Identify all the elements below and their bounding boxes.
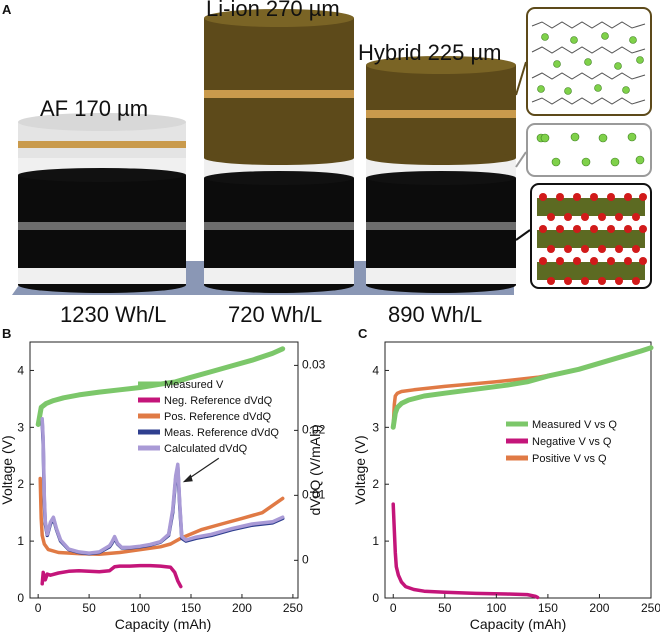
panel-a-letter: A (2, 2, 12, 17)
panel-b-legend-label: Pos. Reference dVdQ (164, 411, 271, 423)
panel-b-legend-label: Neg. Reference dVdQ (164, 395, 273, 407)
panel-b-annotation-arrow-head (182, 474, 193, 483)
panel-b-y2label: dVdQ (V/mAh) (307, 424, 323, 515)
panel-c-xtick-label: 0 (390, 601, 397, 615)
panel-c-legend-label: Negative V vs Q (532, 436, 612, 448)
panel-b-xtick-label: 250 (283, 601, 303, 615)
panel-b-series-meas-reference-dvdq (40, 419, 285, 556)
stack-af: AF 170 µm (18, 96, 186, 293)
energy-label-hybrid: 890 Wh/L (388, 302, 482, 327)
panel-b-xtick-label: 50 (82, 601, 96, 615)
panel-b-ytick-label: 0 (17, 591, 24, 605)
panel-c-letter: C (358, 326, 368, 341)
panel-b-legend-label: Calculated dVdQ (164, 443, 248, 455)
panel-a-battery-illustration: A AF 170 µm Li-io (2, 0, 652, 327)
panel-c-xlabel: Capacity (mAh) (470, 616, 566, 632)
stack-label-li-ion: Li-ion 270 µm (206, 0, 340, 21)
panel-c-xtick-label: 250 (641, 601, 660, 615)
energy-label-li-ion: 720 Wh/L (228, 302, 322, 327)
panel-c-ytick-label: 2 (372, 477, 379, 491)
panel-b-ylabel: Voltage (V) (0, 435, 15, 504)
panel-b-series-calculated-dvdq (40, 417, 285, 555)
panel-b-legend-label: Meas. Reference dVdQ (164, 427, 279, 439)
panel-b-xtick-label: 0 (35, 601, 42, 615)
panel-b-xtick-label: 100 (130, 601, 150, 615)
panel-c-ytick-label: 3 (372, 420, 379, 434)
panel-c-xtick-label: 150 (538, 601, 558, 615)
detail-box-cathode (530, 183, 652, 289)
connector-li-layer (515, 151, 527, 168)
detail-box-li-layer (526, 123, 652, 177)
panel-c-legend: Measured V vs Q Negative V vs Q Positive V… (506, 419, 617, 465)
panel-b-xlabel: Capacity (mAh) (115, 616, 211, 632)
stack-hybrid: Hybrid 225 µm (358, 40, 516, 293)
panel-c-legend-label: Measured V vs Q (532, 419, 617, 431)
panel-b-y2tick-label: 0.03 (302, 357, 326, 371)
panel-c-chart: C 0 50 100 150 200 250 0 1 2 3 4 Measured V vs Q Ne… (352, 326, 660, 632)
panel-b-plot-frame (29, 341, 299, 599)
panel-b-series-pos-reference-dvdq (38, 476, 285, 556)
panel-c-series-measured-v-vs-q (390, 345, 654, 430)
detail-box-host (526, 7, 652, 116)
panel-b-legend: Measured V Neg. Reference dVdQ Pos. Refere… (138, 379, 279, 455)
panel-b-y2tick-label: 0 (302, 552, 309, 566)
panel-b-y2tick-label: 0.02 (302, 422, 326, 436)
panel-b-ytick-label: 1 (17, 534, 24, 548)
panel-b-y2tick-label: 0.01 (302, 487, 326, 501)
panel-c-xtick-label: 50 (438, 601, 452, 615)
panel-c-series-negative-v-vs-q (391, 502, 540, 600)
stack-label-af: AF 170 µm (40, 96, 148, 121)
panel-b-xtick-label: 150 (181, 601, 201, 615)
panel-b-series-measured-v (35, 346, 286, 427)
panel-b-ytick-label: 3 (17, 420, 24, 434)
panel-b-ytick-label: 4 (17, 363, 24, 377)
panel-b-xtick-label: 200 (232, 601, 252, 615)
panel-c-ylabel: Voltage (V) (352, 435, 368, 504)
panel-b-ytick-label: 2 (17, 477, 24, 491)
panel-c-xtick-label: 200 (589, 601, 609, 615)
panel-b-series-neg-reference-dvdq (40, 563, 183, 589)
panel-c-ytick-label: 1 (372, 534, 379, 548)
panel-b-chart: B 0 50 100 150 200 250 0 1 2 3 4 0 0.01 0.02 0.03 Meas… (0, 326, 326, 632)
panel-b-letter: B (2, 326, 11, 341)
energy-label-af: 1230 Wh/L (60, 302, 166, 327)
panel-c-ytick-label: 4 (372, 363, 379, 377)
connector-electrolyte (515, 61, 527, 96)
panel-c-ytick-label: 0 (372, 591, 379, 605)
panel-c-xtick-label: 100 (486, 601, 506, 615)
panel-b-legend-label: Measured V (164, 379, 224, 391)
connector-cathode (515, 229, 531, 241)
stack-li-ion: Li-ion 270 µm (204, 0, 354, 293)
panel-c-plot-frame (384, 341, 652, 599)
stack-label-hybrid: Hybrid 225 µm (358, 40, 502, 65)
panel-c-legend-label: Positive V vs Q (532, 453, 607, 465)
